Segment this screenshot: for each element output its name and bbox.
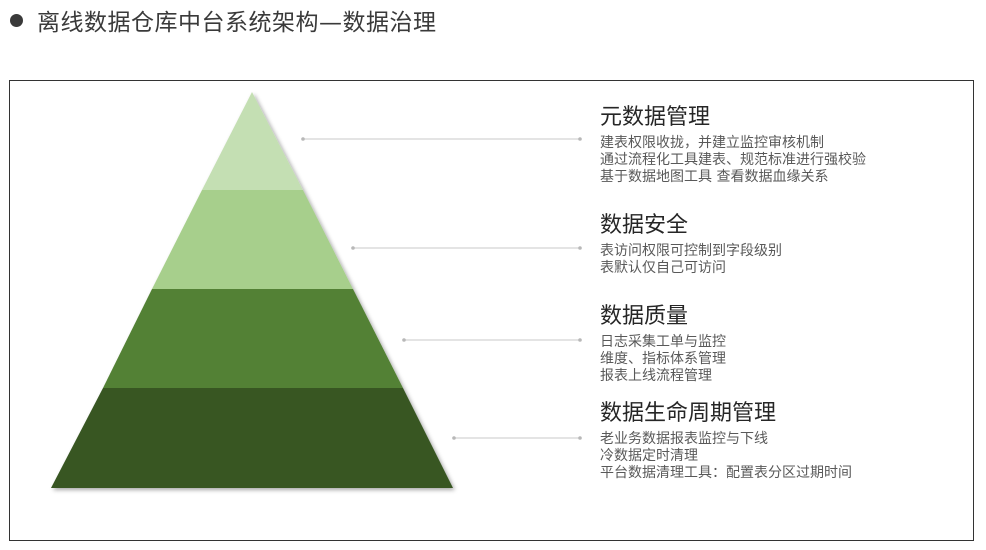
tier-item: 建表权限收拢，并建立监控审核机制 bbox=[600, 135, 824, 151]
page-title-text: 离线数据仓库中台系统架构—数据治理 bbox=[37, 10, 437, 36]
connector-dot-security-end bbox=[578, 246, 582, 250]
tier-item: 平台数据清理工具：配置表分区过期时间 bbox=[600, 465, 852, 481]
pyramid-tier-lifecycle bbox=[51, 388, 453, 488]
tier-item: 表访问权限可控制到字段级别 bbox=[600, 243, 782, 259]
connector-dot-metadata-start bbox=[301, 137, 305, 141]
tier-item: 表默认仅自己可访问 bbox=[600, 260, 726, 276]
tier-heading: 数据安全 bbox=[600, 213, 689, 238]
bullet-icon bbox=[10, 13, 23, 27]
connector-dot-metadata-end bbox=[578, 137, 582, 141]
pyramid-tier-quality bbox=[103, 289, 403, 388]
tier-text-lifecycle: 数据生命周期管理 老业务数据报表监控与下线 冷数据定时清理 平台数据清理工具：配… bbox=[600, 400, 852, 482]
tier-item: 冷数据定时清理 bbox=[600, 448, 698, 464]
connector-dot-lifecycle-end bbox=[578, 436, 582, 440]
connector-dot-lifecycle-start bbox=[452, 436, 456, 440]
connector-dot-quality-end bbox=[578, 338, 582, 342]
tier-text-quality: 数据质量 日志采集工单与监控 维度、指标体系管理 报表上线流程管理 bbox=[600, 303, 726, 385]
tier-item: 维度、指标体系管理 bbox=[600, 351, 726, 367]
page-title: 离线数据仓库中台系统架构—数据治理 bbox=[10, 4, 437, 36]
tier-item: 通过流程化工具建表、规范标准进行强校验 bbox=[600, 152, 866, 168]
tier-item: 日志采集工单与监控 bbox=[600, 334, 726, 350]
tier-heading: 元数据管理 bbox=[600, 105, 711, 130]
tier-text-security: 数据安全 表访问权限可控制到字段级别 表默认仅自己可访问 bbox=[600, 212, 782, 277]
tier-text-metadata: 元数据管理 建表权限收拢，并建立监控审核机制 通过流程化工具建表、规范标准进行强… bbox=[600, 104, 866, 186]
tier-item: 基于数据地图工具 查看数据血缘关系 bbox=[600, 169, 829, 185]
tier-item: 报表上线流程管理 bbox=[600, 368, 712, 384]
tier-item: 老业务数据报表监控与下线 bbox=[600, 431, 768, 447]
tier-heading: 数据生命周期管理 bbox=[600, 401, 777, 426]
connector-dot-security-start bbox=[351, 246, 355, 250]
pyramid-tier-metadata bbox=[202, 92, 303, 190]
tier-heading: 数据质量 bbox=[600, 304, 689, 329]
pyramid-tier-security bbox=[152, 190, 353, 289]
connector-dot-quality-start bbox=[402, 338, 406, 342]
diagram-frame bbox=[9, 80, 974, 541]
